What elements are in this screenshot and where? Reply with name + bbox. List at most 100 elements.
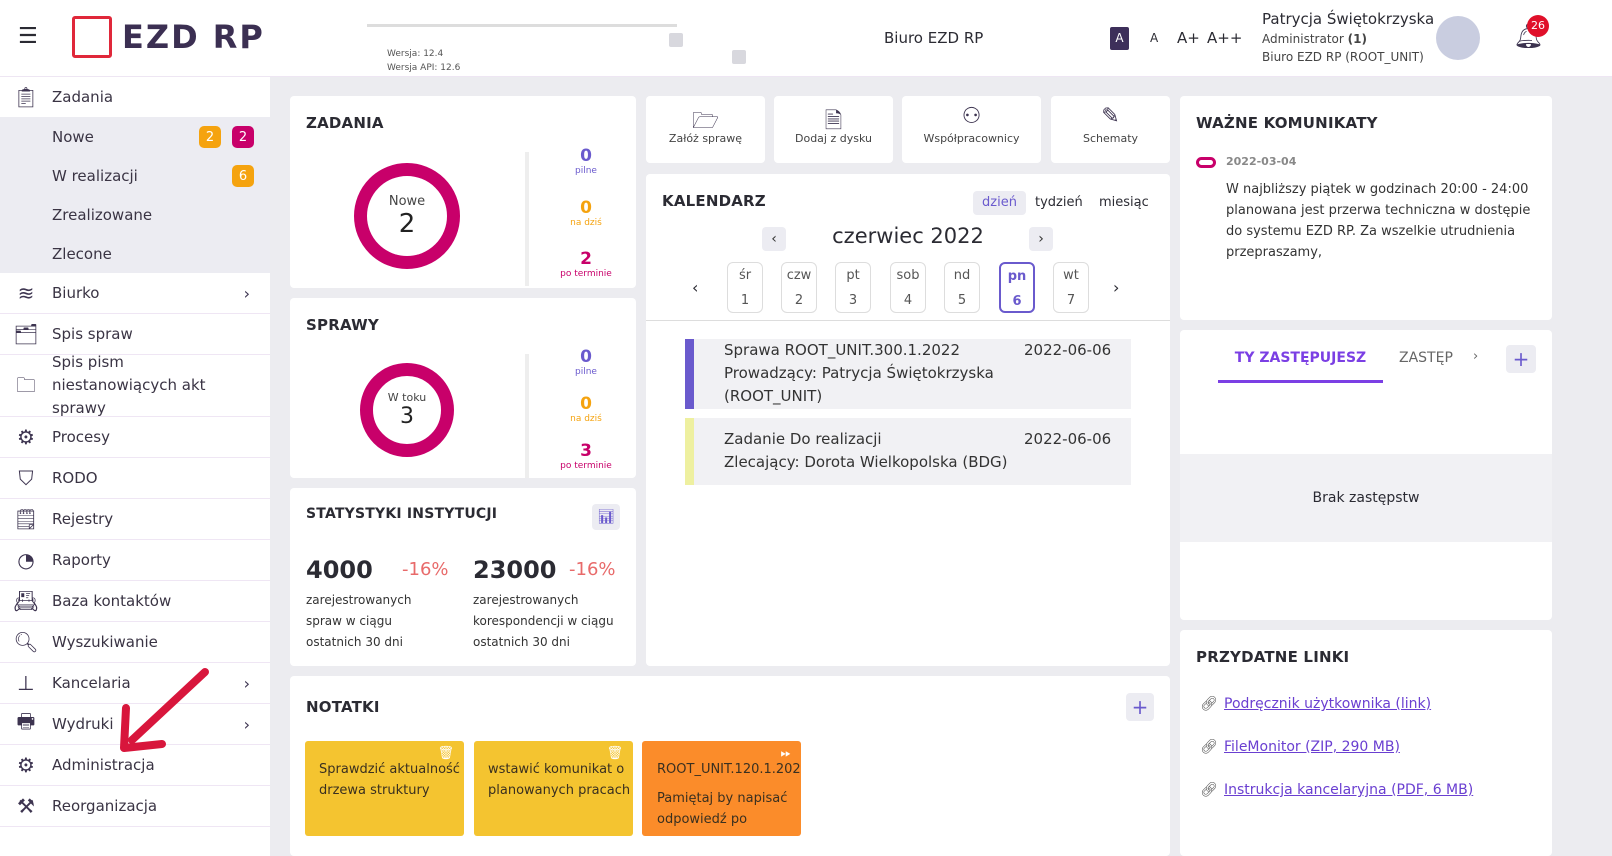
prev-week-button[interactable]: ‹ <box>692 278 699 297</box>
sidebar-item-zadania[interactable]: 📋︎ Zadania <box>0 77 270 117</box>
fast-forward-icon[interactable]: ⏩︎ <box>780 746 791 761</box>
tab-zastepstwa[interactable]: ZASTĘP <box>1399 350 1453 366</box>
sidebar-item-rodo[interactable]: ⛉ RODO <box>0 458 270 499</box>
schematy-button[interactable]: ✎ Schematy <box>1051 96 1170 163</box>
sidebar-sub-nowe[interactable]: Nowe 2 2 <box>0 117 270 156</box>
komunikaty-card: WAŻNE KOMUNIKATY 2022-03-04 W najbliższy… <box>1180 96 1552 320</box>
link-filemonitor[interactable]: 🔗︎ FileMonitor (ZIP, 290 MB) <box>1200 739 1400 755</box>
tab-ty-zastepujesz[interactable]: TY ZASTĘPUJESZ <box>1218 350 1383 383</box>
label: Zrealizowane <box>52 205 153 224</box>
next-month-button[interactable]: › <box>1029 227 1053 251</box>
dodaj-z-dysku-button[interactable]: 🗎 Dodaj z dysku <box>774 96 893 163</box>
font-size-normal[interactable]: A <box>1110 27 1129 50</box>
zadania-ring[interactable]: Nowe 2 <box>354 163 460 269</box>
note[interactable]: ⏩︎ ROOT_UNIT.120.1.2022 Pamiętaj by napisa… <box>642 741 801 836</box>
day-3[interactable]: pt 3 <box>835 262 871 313</box>
add-substitution-button[interactable]: + <box>1506 345 1536 373</box>
sidebar-item-label: Rejestry <box>52 510 114 528</box>
chevron-right-icon[interactable]: › <box>1473 349 1479 364</box>
day-6[interactable]: pn 6 <box>999 262 1035 313</box>
font-size-xlarge[interactable]: A++ <box>1207 29 1243 47</box>
note[interactable]: 🗑︎ Sprawdzić aktualność drzewa struktury <box>305 741 464 836</box>
avatar[interactable] <box>1436 16 1480 60</box>
label: Nowe <box>52 127 94 146</box>
clipboard-icon: 📋︎ <box>13 85 39 109</box>
sidebar-item-raporty[interactable]: ◔ Raporty <box>0 540 270 581</box>
sidebar-item-label: Reorganizacja <box>52 797 158 815</box>
sidebar-sub-zlecone[interactable]: Zlecone <box>0 234 270 273</box>
sidebar-item-label: Spis spraw <box>52 325 133 343</box>
day-4[interactable]: sob 4 <box>890 262 926 313</box>
day-2[interactable]: czw 2 <box>781 262 817 313</box>
sidebar-item-baza-kontaktow[interactable]: 📇︎ Baza kontaktów <box>0 581 270 622</box>
link-podrecznik[interactable]: 🔗︎ Podręcznik użytkownika (link) <box>1200 696 1432 712</box>
view-week-tab[interactable]: tydzień <box>1035 195 1083 210</box>
stat-pilne[interactable]: 0 pilne <box>575 347 597 377</box>
link-instrukcja[interactable]: 🔗︎ Instrukcja kancelaryjna (PDF, 6 MB) <box>1200 782 1474 798</box>
add-note-button[interactable]: + <box>1126 693 1154 721</box>
logo[interactable]: EZD RP <box>122 18 265 56</box>
note[interactable]: 🗑︎ wstawić komunikat o planowanych pracach <box>474 741 633 836</box>
card-title: KALENDARZ <box>662 192 766 210</box>
sidebar-item-label: Spis pism niestanowiących akt sprawy <box>52 353 206 417</box>
zaloz-sprawe-button[interactable]: 🗁 Załóż sprawę <box>646 96 765 163</box>
sidebar-item-biurko[interactable]: ≋ Biurko › <box>0 273 270 314</box>
version: Wersja: 12.4 <box>387 49 444 59</box>
sidebar-item-procesy[interactable]: ⚙︎ Procesy <box>0 417 270 458</box>
next-week-button[interactable]: › <box>1113 278 1120 297</box>
sidebar-item-label: Wydruki <box>52 715 114 733</box>
annotation-arrow-icon <box>120 668 209 752</box>
sidebar-sub-w-realizacji[interactable]: W realizacji 6 <box>0 156 270 195</box>
sidebar-item-spis-spraw[interactable]: 🗂︎ Spis spraw <box>0 314 270 355</box>
font-size-large[interactable]: A+ <box>1177 29 1200 47</box>
sidebar-item-administracja[interactable]: ⚙︎ Administracja <box>0 745 270 786</box>
version-handle <box>732 50 746 64</box>
layers-icon: ≋ <box>17 281 35 305</box>
sidebar-sub-zrealizowane[interactable]: Zrealizowane <box>0 195 270 234</box>
stat-na-dzis[interactable]: 0 na dziś <box>570 198 602 228</box>
header: ☰ EZD RP Wersja: 12.4 Wersja API: 12.6 B… <box>0 0 1612 77</box>
weekday: nd <box>953 268 971 283</box>
chevron-right-icon: › <box>243 714 250 734</box>
sprawy-ring[interactable]: W toku 3 <box>360 363 454 457</box>
user-unit: Biuro EZD RP (ROOT_UNIT) <box>1262 50 1424 64</box>
divider <box>646 320 1170 321</box>
day-1[interactable]: śr 1 <box>727 262 763 313</box>
sidebar-item-spis-pism[interactable]: 🗀 Spis pism niestanowiących akt sprawy <box>0 353 270 417</box>
stat-pilne[interactable]: 0 pilne <box>575 146 597 176</box>
stat-po-terminie[interactable]: 3 po terminie <box>560 441 612 471</box>
sidebar-item-reorganizacja[interactable]: ⚒︎ Reorganizacja <box>0 786 270 827</box>
sidebar-item-wyszukiwanie[interactable]: 🔍︎ Wyszukiwanie <box>0 622 270 663</box>
user-name[interactable]: Patrycja Świętokrzyska <box>1262 10 1435 28</box>
view-day-tab[interactable]: dzień <box>973 191 1026 215</box>
printer-icon: 🖶 <box>16 709 36 733</box>
logo-icon <box>72 16 112 58</box>
zadania-card: ZADANIA Nowe 2 0 pilne 0 na dziś 2 po termin… <box>290 96 636 288</box>
stamp-icon: ⊥ <box>17 671 35 695</box>
calendar-event[interactable]: Zadanie Do realizacji Zlecający: Dorota W… <box>685 418 1131 485</box>
card-title: ZADANIA <box>306 114 384 132</box>
divider <box>525 354 529 478</box>
sidebar-item-rejestry[interactable]: 🗒︎ Rejestry <box>0 499 270 540</box>
badge: 2 <box>199 126 221 148</box>
sidebar-item-label: Baza kontaktów <box>52 592 172 610</box>
card-title: WAŻNE KOMUNIKATY <box>1196 114 1378 132</box>
trash-icon[interactable]: 🗑︎ <box>437 746 454 761</box>
trash-icon[interactable]: 🗑︎ <box>606 746 623 761</box>
wspolpracownicy-button[interactable]: ⚇ Współpracownicy <box>902 96 1041 163</box>
stat-desc: zarejestrowanych korespondencji w ciągu … <box>473 593 614 649</box>
message-text: W najbliższy piątek w godzinach 20:00 - … <box>1226 182 1531 260</box>
calendar-event[interactable]: Sprawa ROOT_UNIT.300.1.2022 Prowadzący: P… <box>685 339 1131 409</box>
sidebar-item-kancelaria[interactable]: ⊥ Kancelaria › <box>0 663 270 704</box>
api-version: Wersja API: 12.6 <box>387 63 461 73</box>
stat-po-terminie[interactable]: 2 po terminie <box>560 249 612 279</box>
day-5[interactable]: nd 5 <box>944 262 980 313</box>
font-size-small[interactable]: A <box>1150 31 1159 45</box>
view-month-tab[interactable]: miesiąc <box>1099 195 1149 210</box>
day-7[interactable]: wt 7 <box>1053 262 1089 313</box>
stat-na-dzis[interactable]: 0 na dziś <box>570 394 602 424</box>
chart-icon[interactable]: 📊︎ <box>592 504 620 530</box>
contacts-icon: 📇︎ <box>13 589 39 613</box>
menu-icon[interactable]: ☰ <box>18 24 38 49</box>
prev-month-button[interactable]: ‹ <box>762 227 786 251</box>
